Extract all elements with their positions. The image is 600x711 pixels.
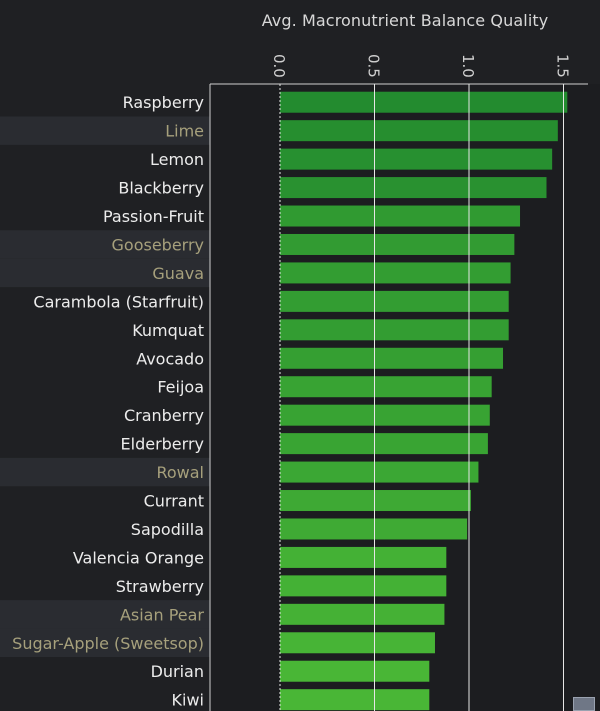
bar [280,290,509,312]
category-label: Kiwi [172,691,204,710]
bar [280,689,430,711]
x-tick-label: 1.0 [459,54,477,78]
x-tick-label: 0.0 [270,54,288,78]
row-highlight [0,230,210,259]
category-label: Cranberry [124,406,204,425]
bar [280,546,447,568]
bar [280,660,430,682]
row-highlight [0,116,210,145]
category-label: Lime [165,122,204,141]
bar [280,262,511,284]
category-label: Guava [152,264,204,283]
bar [280,632,435,654]
row-highlight [0,600,210,629]
category-label: Lemon [150,150,204,169]
bar [280,603,445,625]
category-label: Sugar-Apple (Sweetsop) [12,634,204,653]
category-label: Durian [151,662,204,681]
category-label: Blackberry [118,179,204,198]
bar [280,148,553,170]
chart-title: Avg. Macronutrient Balance Quality [261,11,549,30]
category-labels: Raspberry Lime Lemon Blackberry Passion-Frui… [12,93,204,709]
row-bands [0,116,210,657]
category-label: Kumquat [132,321,204,340]
bar [280,376,492,398]
bar [280,319,509,341]
category-label: Elderberry [121,435,204,454]
bar [280,205,521,227]
bar [280,347,504,369]
category-label: Asian Pear [120,605,204,624]
bars [280,91,568,711]
category-label: Valencia Orange [73,548,204,567]
category-label: Avocado [136,349,204,368]
row-highlight [0,258,210,288]
category-label: Feijoa [157,378,204,397]
bar [280,233,515,255]
bar [280,177,547,199]
bar [280,433,488,455]
category-label: Sapodilla [131,520,204,539]
category-label: Currant [144,492,204,511]
row-highlight [0,457,210,487]
bar [280,575,447,597]
bar [280,404,490,426]
bar [280,461,479,483]
category-label: Gooseberry [112,235,205,254]
row-highlight [0,628,210,657]
category-label: Rowal [156,463,204,482]
scrollbar-thumb[interactable] [573,697,595,711]
bar [280,518,468,540]
bar [280,490,471,512]
category-label: Carambola (Starfruit) [33,292,204,311]
x-tick-label: 0.5 [365,54,383,78]
x-tick-label: 1.5 [554,54,572,78]
x-axis-ticks: 0.0 0.5 1.0 1.5 [270,54,572,78]
category-label: Passion-Fruit [103,207,204,226]
gridlines [209,83,588,711]
category-label: Strawberry [116,577,204,596]
category-label: Raspberry [123,93,204,112]
bar [280,120,558,142]
bar [280,91,568,113]
